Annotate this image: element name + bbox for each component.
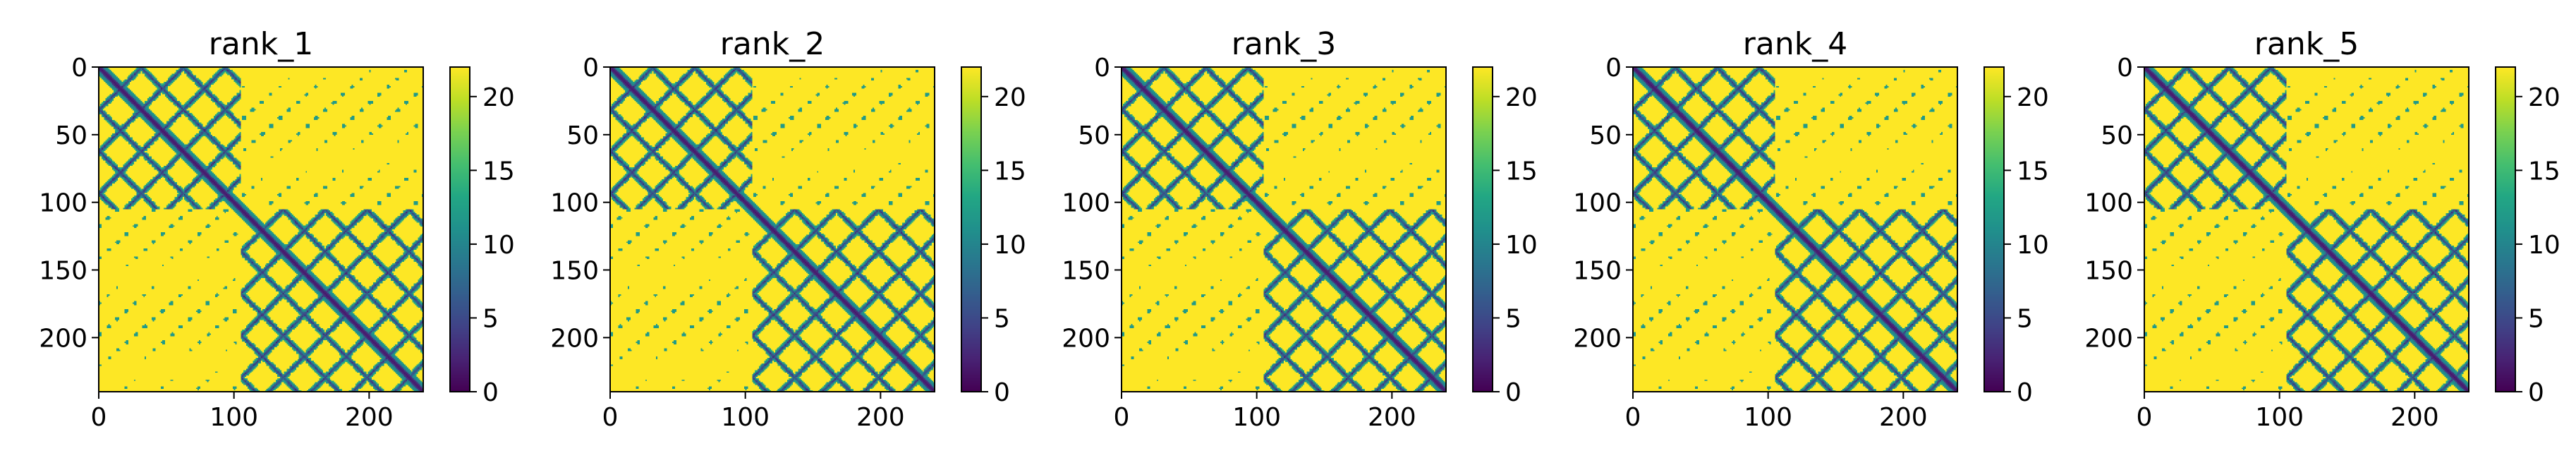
y-tick-label: 150 bbox=[2084, 257, 2133, 286]
heatmap-image bbox=[1633, 67, 1957, 392]
x-tick-label: 200 bbox=[1879, 403, 1928, 432]
y-tick-label: 0 bbox=[2117, 54, 2133, 83]
colorbar bbox=[2496, 67, 2515, 392]
x-tick-label: 200 bbox=[345, 403, 394, 432]
colorbar-tick-label: 5 bbox=[994, 304, 1010, 333]
colorbar-tick-label: 20 bbox=[482, 83, 515, 112]
y-tick-label: 150 bbox=[1573, 257, 1622, 286]
colorbar-frame bbox=[2495, 66, 2516, 392]
colorbar-tick-label: 0 bbox=[994, 378, 1010, 407]
x-tick-label: 100 bbox=[2255, 403, 2304, 432]
heatmap-image bbox=[99, 67, 423, 392]
x-tick-label: 100 bbox=[1744, 403, 1792, 432]
y-tick-label: 100 bbox=[1573, 189, 1622, 218]
x-tick-label: 0 bbox=[91, 403, 107, 432]
colorbar bbox=[961, 67, 981, 392]
panel-rank_3: rank_3 0 100 200 0 50 100 150 200 0 5 10 15 20 bbox=[1062, 26, 1538, 432]
colorbar-tick-label: 20 bbox=[2017, 83, 2049, 112]
colorbar-tick-label: 10 bbox=[1505, 231, 1538, 260]
y-tick-label: 50 bbox=[566, 121, 599, 150]
colorbar-frame bbox=[1472, 66, 1493, 392]
y-tick-label: 200 bbox=[39, 324, 87, 353]
y-tick-label: 50 bbox=[1589, 121, 1622, 150]
colorbar-tick-label: 10 bbox=[482, 231, 515, 260]
y-tick-label: 150 bbox=[550, 257, 599, 286]
colorbar-tick-label: 15 bbox=[1505, 157, 1538, 186]
colorbar-tick-label: 5 bbox=[2528, 304, 2544, 333]
axes-frame bbox=[2144, 66, 2469, 392]
panel-rank_1: rank_1 0 100 200 0 50 100 150 200 0 5 10 15 20 bbox=[39, 26, 515, 432]
colorbar-tick-label: 0 bbox=[2017, 378, 2033, 407]
y-tick-label: 200 bbox=[2084, 324, 2133, 353]
panel-title: rank_2 bbox=[720, 26, 825, 62]
colorbar-tick-label: 5 bbox=[482, 304, 499, 333]
y-tick-label: 50 bbox=[2101, 121, 2133, 150]
y-tick-label: 100 bbox=[550, 189, 599, 218]
x-tick-label: 0 bbox=[1625, 403, 1641, 432]
colorbar-tick-label: 15 bbox=[994, 157, 1026, 186]
colorbar-tick-label: 15 bbox=[2017, 157, 2049, 186]
y-tick-label: 0 bbox=[583, 54, 599, 83]
x-tick-label: 200 bbox=[1368, 403, 1416, 432]
colorbar bbox=[1473, 67, 1493, 392]
axes-frame bbox=[1121, 66, 1447, 392]
heatmap-image bbox=[1122, 67, 1446, 392]
panel-rank_5: rank_5 0 100 200 0 50 100 150 200 0 5 10 15 20 bbox=[2084, 26, 2560, 432]
colorbar-tick-label: 10 bbox=[994, 231, 1026, 260]
colorbar-tick-label: 0 bbox=[482, 378, 499, 407]
panel-rank_4: rank_4 0 100 200 0 50 100 150 200 0 5 10 15 20 bbox=[1573, 26, 2049, 432]
colorbar-tick-label: 5 bbox=[2017, 304, 2033, 333]
panel-title: rank_1 bbox=[209, 26, 313, 62]
x-tick-label: 0 bbox=[602, 403, 619, 432]
x-tick-label: 200 bbox=[856, 403, 905, 432]
y-tick-label: 100 bbox=[39, 189, 87, 218]
y-tick-label: 200 bbox=[550, 324, 599, 353]
y-tick-label: 0 bbox=[1094, 54, 1110, 83]
x-tick-label: 100 bbox=[1232, 403, 1281, 432]
colorbar-tick-label: 20 bbox=[994, 83, 1026, 112]
colorbar-tick-label: 0 bbox=[2528, 378, 2544, 407]
y-tick-label: 200 bbox=[1573, 324, 1622, 353]
panel-title: rank_4 bbox=[1743, 26, 1847, 62]
colorbar-frame bbox=[1983, 66, 2005, 392]
heatmap-image bbox=[610, 67, 935, 392]
axes-frame bbox=[609, 66, 935, 392]
axes-frame bbox=[1632, 66, 1958, 392]
x-tick-label: 0 bbox=[1114, 403, 1130, 432]
y-tick-label: 50 bbox=[1078, 121, 1110, 150]
colorbar-tick-label: 5 bbox=[1505, 304, 1521, 333]
x-tick-label: 0 bbox=[2137, 403, 2153, 432]
y-tick-label: 200 bbox=[1062, 324, 1110, 353]
colorbar-tick-label: 10 bbox=[2017, 231, 2049, 260]
panel-title: rank_5 bbox=[2254, 26, 2359, 62]
axes-frame bbox=[98, 66, 424, 392]
y-tick-label: 50 bbox=[55, 121, 87, 150]
y-tick-label: 100 bbox=[1062, 189, 1110, 218]
y-tick-label: 150 bbox=[39, 257, 87, 286]
panel-rank_2: rank_2 0 100 200 0 50 100 150 200 0 5 10 15 20 bbox=[550, 26, 1026, 432]
x-tick-label: 100 bbox=[209, 403, 258, 432]
y-tick-label: 0 bbox=[1605, 54, 1622, 83]
x-tick-label: 200 bbox=[2390, 403, 2439, 432]
colorbar-tick-label: 10 bbox=[2528, 231, 2560, 260]
colorbar-tick-label: 20 bbox=[2528, 83, 2560, 112]
y-tick-label: 100 bbox=[2084, 189, 2133, 218]
colorbar bbox=[1984, 67, 2004, 392]
x-tick-label: 100 bbox=[721, 403, 770, 432]
colorbar bbox=[450, 67, 470, 392]
y-tick-label: 0 bbox=[71, 54, 87, 83]
colorbar-tick-label: 20 bbox=[1505, 83, 1538, 112]
y-tick-label: 150 bbox=[1062, 257, 1110, 286]
panel-title: rank_3 bbox=[1232, 26, 1336, 62]
heatmap-image bbox=[2144, 67, 2469, 392]
colorbar-tick-label: 15 bbox=[482, 157, 515, 186]
colorbar-frame bbox=[449, 66, 470, 392]
colorbar-tick-label: 15 bbox=[2528, 157, 2560, 186]
colorbar-tick-label: 0 bbox=[1505, 378, 1521, 407]
colorbar-frame bbox=[961, 66, 982, 392]
